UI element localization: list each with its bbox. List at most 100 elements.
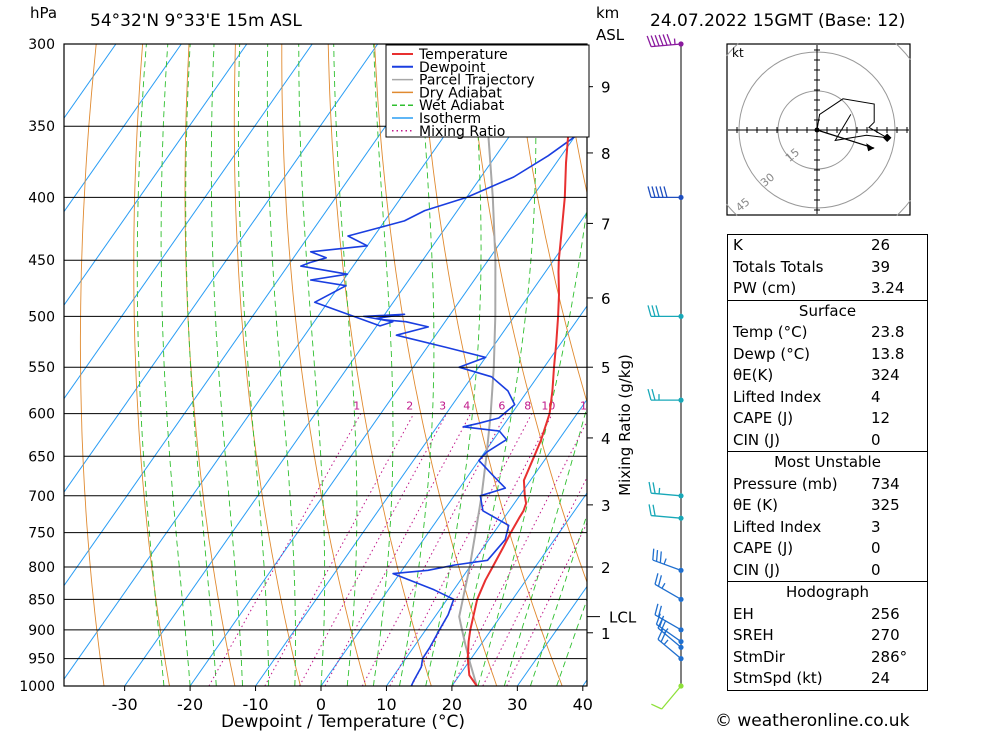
x-axis-label: Dewpoint / Temperature (°C) [221,712,465,732]
wet-adiabat-line [136,44,165,686]
hodo-param-label: EH [733,604,754,623]
legend-label: Temperature [418,47,508,63]
surface-value: 324 [871,366,900,384]
pressure-tick-label: 900 [28,623,55,639]
km-tick-label: 2 [601,559,611,577]
surface-label: θE(K) [733,366,774,384]
wind-barb-feather [652,482,656,494]
wind-barb-feather [651,703,662,710]
km-tick-label: 6 [601,290,611,308]
index-row: Totals Totals 39 [728,257,927,279]
surface-row: θE(K) 324 [728,365,927,387]
mixing-ratio-label: 2 [406,400,413,413]
storm-motion-vector [816,129,875,149]
legend-label: Dry Adiabat [419,85,502,101]
wind-barb-feather [658,34,664,46]
isotherm-line [189,118,587,686]
wind-barb-feather [657,575,663,587]
isotherm-line [386,398,587,686]
wind-barb-shaft [651,492,682,497]
wind-barb-feather [658,487,661,494]
hodo-param-row: EH 256 [728,604,927,626]
surface-label: Lifted Index [733,387,822,406]
surface-label: Dewp (°C) [733,344,811,363]
isotherm-line [64,44,248,307]
pressure-tick-label: 650 [28,449,55,465]
surface-value: 12 [871,409,891,427]
hodo-param-row: SREH 270 [728,625,927,647]
pressure-tick-label: 300 [28,37,55,53]
isotherm-line [64,44,379,494]
wind-barb-feather [666,33,672,46]
wind-barb-shaft [656,623,682,643]
wet-adiabat-line [237,44,270,686]
wind-barb-feather [647,305,652,317]
mixing-ratio-line [389,413,533,686]
surface-title: Surface [798,301,857,320]
wet-adiabat-line [556,598,587,686]
wind-barb-feather [657,628,664,640]
hodo-param-row: StmDir 286° [728,647,927,669]
km-tick-label: 1 [601,625,611,643]
wind-barb-shaft [651,514,682,519]
wind-barb [647,305,684,319]
wind-barb-feather [673,38,676,45]
wind-barb-feather [651,305,656,317]
most-unstable-value: 0 [871,539,881,557]
x-tick-label: 40 [573,695,593,714]
surface-value: 0 [871,430,881,449]
wind-barb-feather [648,481,652,494]
isotherm-line [124,44,575,686]
dry-adiabat-line [281,44,367,686]
dewpoint-line [299,116,587,686]
most-unstable-label: θE (K) [733,496,778,514]
isotherm-line [255,211,587,686]
mixing-ratio-line [452,420,587,686]
pressure-tick-label: 500 [28,309,55,325]
mixing-ratio-line [324,413,472,686]
plot-area: 1 2 3 4 6 8 10 15 20 25 [64,44,587,686]
most-unstable-value: 3 [871,517,881,536]
hodograph-title: Hodograph [785,583,870,601]
legend-label: Dewpoint [419,60,486,76]
wind-barb-shaft [657,638,682,660]
surface-value: 4 [871,387,881,406]
x-tick-label: -20 [177,695,203,714]
km-tick-label: 7 [601,215,611,233]
pressure-tick-label: 550 [28,360,55,376]
hodo-param-label: StmSpd (kt) [733,669,823,687]
x-tick-label: 20 [442,695,462,714]
wind-barb [648,504,684,521]
x-tick-label: -30 [112,695,138,714]
surface-row: Dewp (°C) 13.8 [728,344,927,366]
plot-frame [63,43,588,687]
location-title: 54°32'N 9°33'E 15m ASL [90,11,302,31]
wind-barb [657,628,684,662]
wet-adiabat-line [210,44,243,686]
most-unstable-label: Lifted Index [733,517,822,536]
wind-barb-feather [655,613,661,625]
mixing-ratio-label: 6 [498,400,505,413]
surface-row: CAPE (J) 12 [728,408,927,430]
hpa-unit-label: hPa [30,4,58,22]
wind-barb [647,388,684,403]
mixing-ratio-line [361,413,507,686]
wind-barb-feather [659,186,664,198]
hodograph-end-marker [882,133,892,143]
x-tick-label: -10 [242,695,268,714]
most-unstable-value: 734 [871,474,900,493]
pressure-tick-label: 450 [28,253,55,269]
storm-motion-arrowhead [866,143,875,152]
wind-barb-feather [652,504,656,517]
x-tick-label: 0 [316,695,326,714]
wind-barb-shaft [651,43,682,48]
wind-barb-feather [655,186,660,198]
dry-adiabat-line [79,44,105,686]
km-unit-label: km [596,4,620,22]
isotherm-line [64,44,313,400]
legend-label: Isotherm [419,111,481,127]
surface-label: CAPE (J) [733,409,794,427]
index-label: PW (cm) [733,279,797,297]
lcl-label: LCL [609,609,637,627]
